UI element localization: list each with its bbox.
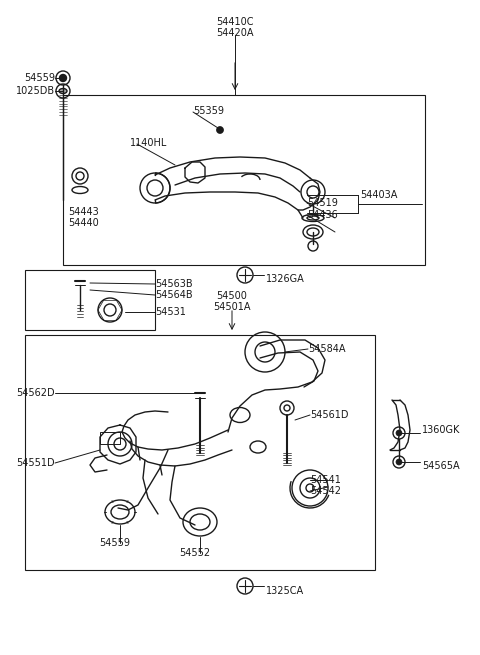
Text: 54519: 54519 (307, 198, 338, 208)
Text: 1360GK: 1360GK (422, 425, 460, 435)
Text: 54436: 54436 (307, 210, 338, 220)
Bar (25, 270, 155, 330)
Bar (100, 432, 120, 444)
Text: 54531: 54531 (155, 307, 186, 317)
Text: 54440: 54440 (69, 218, 99, 228)
Text: 54501A: 54501A (213, 302, 251, 312)
Text: 1025DB: 1025DB (16, 86, 55, 96)
Text: 54584A: 54584A (308, 344, 346, 354)
Circle shape (216, 126, 224, 134)
Text: 54542: 54542 (310, 486, 341, 496)
Text: 54443: 54443 (69, 207, 99, 217)
Text: 54559: 54559 (24, 73, 55, 83)
Text: 54562D: 54562D (16, 388, 55, 398)
Text: 54564B: 54564B (155, 290, 192, 300)
Text: 1326GA: 1326GA (266, 274, 305, 284)
Text: 54403A: 54403A (360, 190, 397, 200)
Text: 54561D: 54561D (310, 410, 348, 420)
Text: 54563B: 54563B (155, 279, 192, 289)
Text: 54565A: 54565A (422, 461, 460, 471)
Circle shape (60, 75, 67, 81)
Text: 54541: 54541 (310, 475, 341, 485)
Text: 1325CA: 1325CA (266, 586, 304, 596)
Bar (63, 95, 425, 265)
Ellipse shape (59, 88, 67, 94)
Text: 1140HL: 1140HL (130, 138, 168, 148)
Text: 54559: 54559 (99, 538, 131, 548)
Text: 54410C: 54410C (216, 17, 254, 27)
Text: 54551D: 54551D (16, 458, 55, 468)
Circle shape (396, 430, 402, 436)
Circle shape (396, 459, 402, 465)
Bar (25, 335, 375, 570)
Text: 54420A: 54420A (216, 28, 254, 38)
Text: 54500: 54500 (216, 291, 247, 301)
Text: 54552: 54552 (180, 548, 211, 558)
Text: 55359: 55359 (193, 106, 224, 116)
